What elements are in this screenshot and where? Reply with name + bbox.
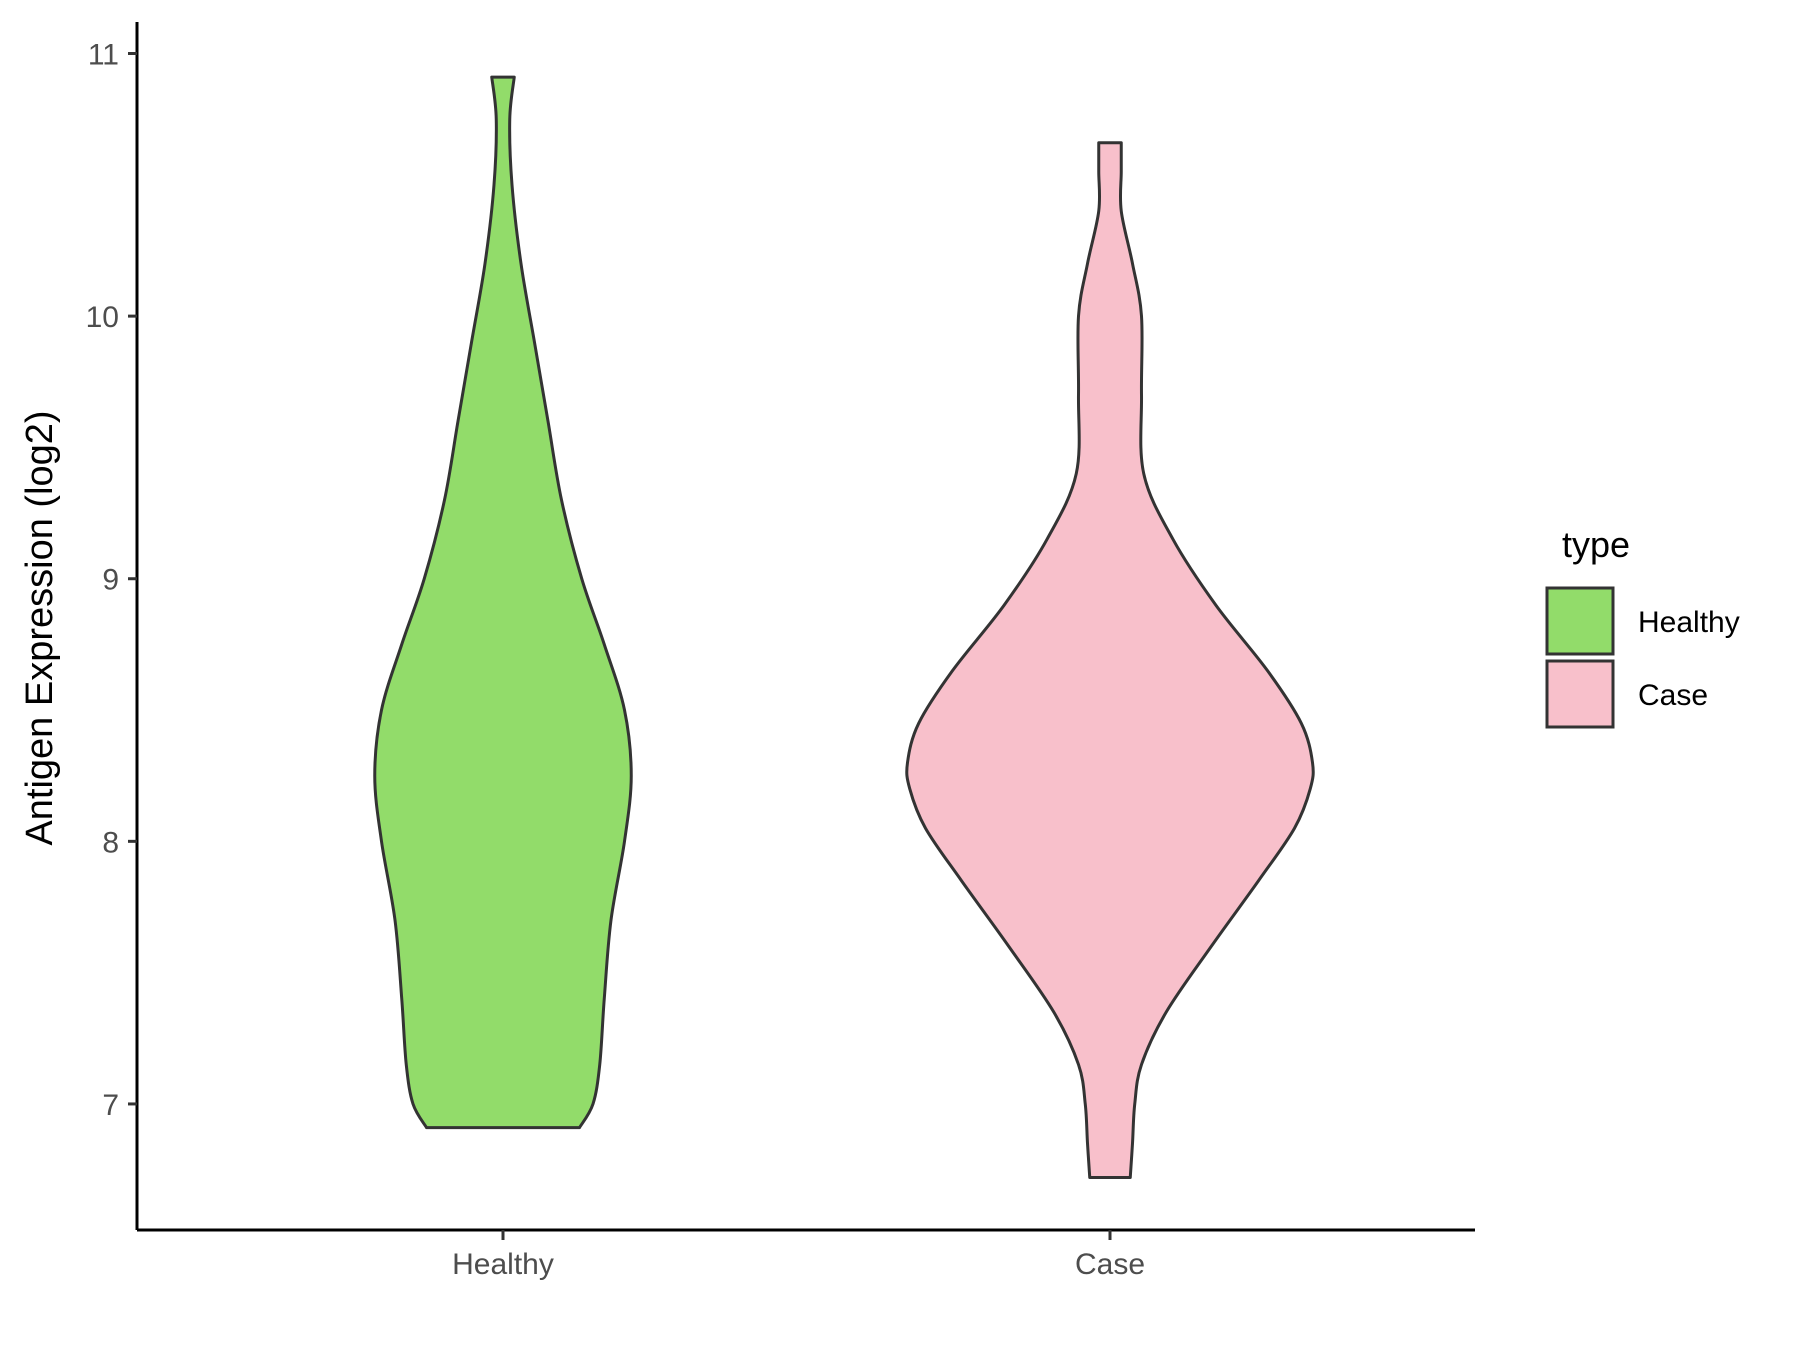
legend: type Healthy Case: [1545, 524, 1740, 729]
violin-case: [905, 141, 1315, 1179]
legend-key-healthy: [1545, 586, 1615, 656]
y-tick-label: 10: [86, 301, 119, 334]
y-tick-label: 7: [102, 1089, 119, 1122]
violin-healthy: [373, 75, 633, 1130]
legend-key-case: [1545, 659, 1615, 729]
legend-label-healthy: Healthy: [1638, 606, 1740, 639]
y-axis-title: Antigen Expression (log2): [19, 410, 61, 845]
x-tick-label: Case: [1075, 1248, 1145, 1281]
y-tick-label: 9: [102, 564, 119, 597]
y-tick-label: 11: [88, 39, 119, 72]
legend-title: type: [1562, 524, 1630, 565]
legend-label-case: Case: [1638, 679, 1708, 712]
violins-group: [373, 75, 1315, 1179]
x-tick-label: Healthy: [452, 1248, 554, 1281]
y-tick-label: 8: [102, 826, 119, 859]
axes-group: 7 8 9 10 11 Healthy Case: [86, 22, 1475, 1281]
